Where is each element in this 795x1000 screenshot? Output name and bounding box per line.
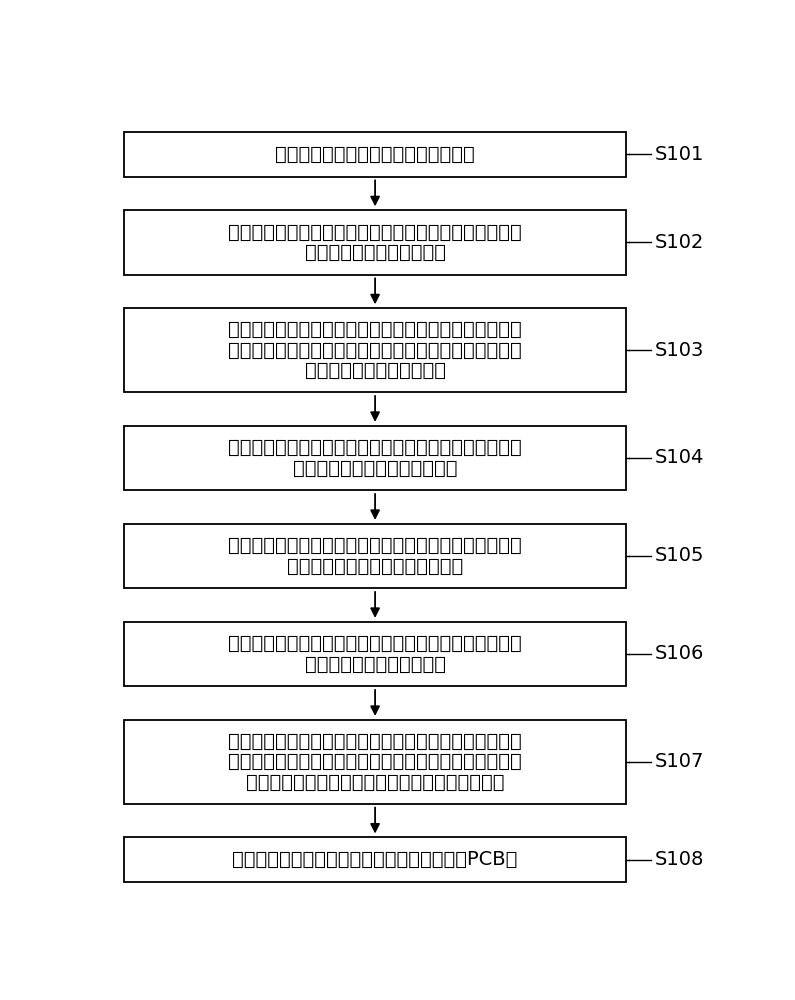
Bar xyxy=(124,720,626,804)
Text: 的表面与所述第二表面齐平: 的表面与所述第二表面齐平 xyxy=(304,655,445,674)
Text: S108: S108 xyxy=(655,850,704,869)
Text: 在所述第一表面非线路图形的区域蚓刻出凹槽并在所述凹: 在所述第一表面非线路图形的区域蚓刻出凹槽并在所述凹 xyxy=(228,320,522,339)
Text: S101: S101 xyxy=(655,145,704,164)
Bar xyxy=(124,132,626,177)
Bar xyxy=(124,426,626,490)
Text: S106: S106 xyxy=(655,644,704,663)
Text: 对所述预处理电路板进行外层图形制作，得到PCB板: 对所述预处理电路板进行外层图形制作，得到PCB板 xyxy=(232,850,518,869)
Bar xyxy=(124,837,626,882)
Text: 的表面与所述第一表面齐平: 的表面与所述第一表面齐平 xyxy=(304,361,445,380)
Text: 在半固化片的两侧分别放置所述处理后铜板并进行压板；: 在半固化片的两侧分别放置所述处理后铜板并进行压板； xyxy=(228,438,522,457)
Text: 在所述第一线路图形内填充树脂并固化树脂；固化后树脂: 在所述第一线路图形内填充树脂并固化树脂；固化后树脂 xyxy=(228,223,522,242)
Text: 蚓刻所述第一线路图形和所述第二线路图形对应区域、电: 蚓刻所述第一线路图形和所述第二线路图形对应区域、电 xyxy=(228,732,522,751)
Bar xyxy=(124,210,626,275)
Text: S105: S105 xyxy=(655,546,704,565)
Text: 蚓刻铜板的第一表面制作第一线路图形: 蚓刻铜板的第一表面制作第一线路图形 xyxy=(275,145,475,164)
Text: S102: S102 xyxy=(655,233,704,252)
Text: S103: S103 xyxy=(655,341,704,360)
Bar xyxy=(124,622,626,686)
Text: S104: S104 xyxy=(655,448,704,467)
Text: 脂和固化树脂，得到内层具有铜块的预处理电路板: 脂和固化树脂，得到内层具有铜块的预处理电路板 xyxy=(246,773,504,792)
Text: 线路图形与所述第一线路图形对应: 线路图形与所述第一线路图形对应 xyxy=(287,557,463,576)
Text: 槽内填充树脂，并固化树脂得到处理后铜板；固化后树脂: 槽内填充树脂，并固化树脂得到处理后铜板；固化后树脂 xyxy=(228,341,522,360)
Text: 蚓刻压板后铜板的第二表面制作第二线路图形；所述第二: 蚓刻压板后铜板的第二表面制作第二线路图形；所述第二 xyxy=(228,536,522,555)
Text: S107: S107 xyxy=(655,752,704,771)
Text: 在所述第二线路图形内填充树脂并固化树脂；固化后树脂: 在所述第二线路图形内填充树脂并固化树脂；固化后树脂 xyxy=(228,634,522,653)
Bar xyxy=(124,308,626,392)
Text: 的表面与所述第一表面齐平: 的表面与所述第一表面齐平 xyxy=(304,243,445,262)
Text: 所述第一表面面向所述半固化片: 所述第一表面面向所述半固化片 xyxy=(293,459,457,478)
Text: 流线路层对应区域以外的铜板，并在蚓刻后的区域填充树: 流线路层对应区域以外的铜板，并在蚓刻后的区域填充树 xyxy=(228,752,522,771)
Bar xyxy=(124,524,626,588)
